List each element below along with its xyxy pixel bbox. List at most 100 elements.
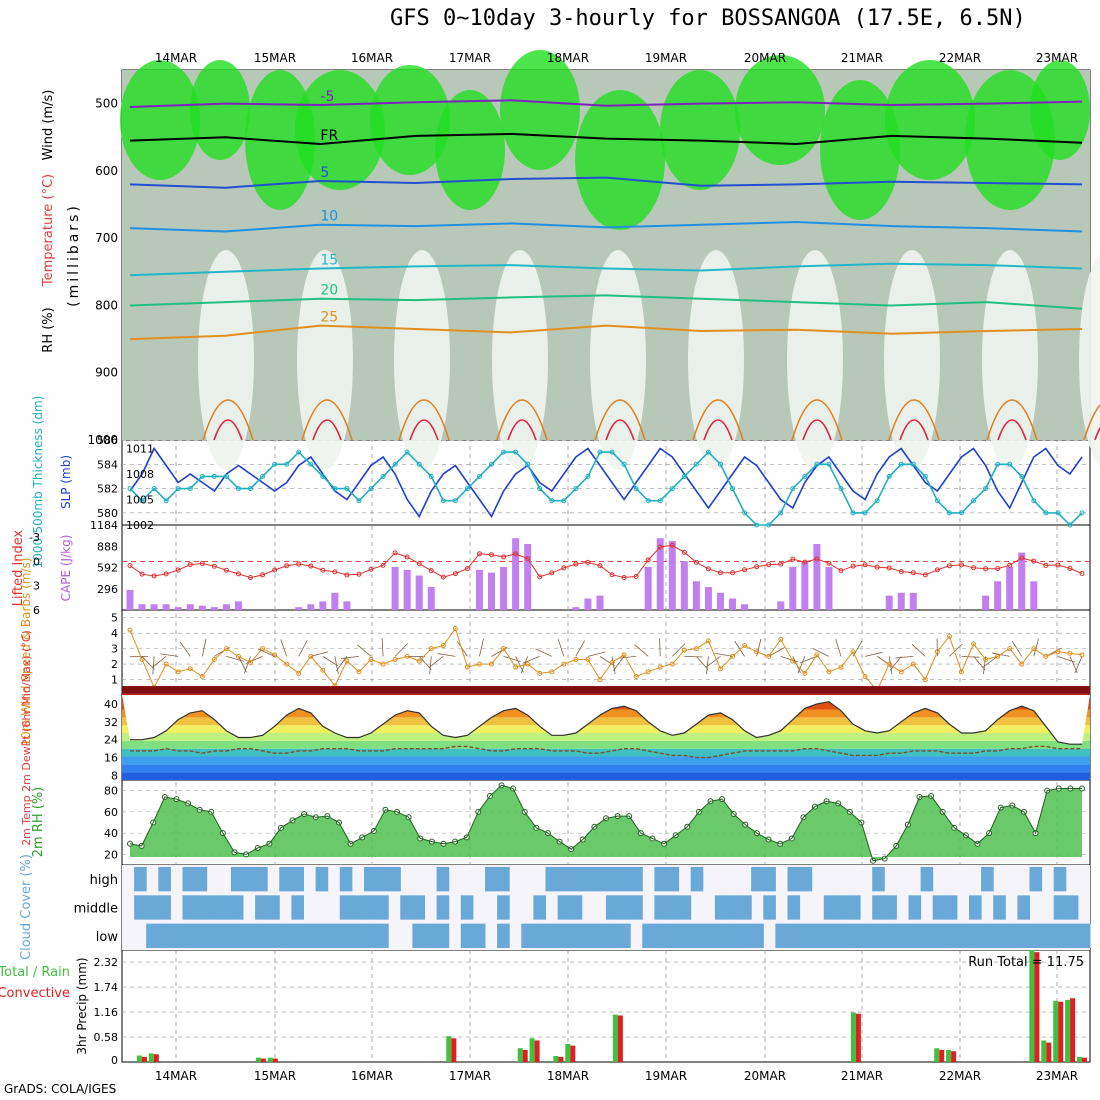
rh-moist-area bbox=[660, 70, 740, 190]
wind-barb bbox=[243, 656, 251, 674]
cloud-cell bbox=[630, 867, 643, 892]
rh-dry-column bbox=[688, 250, 744, 470]
thickness-tick-label: 580 bbox=[97, 507, 118, 520]
cloud-cell bbox=[279, 867, 292, 892]
cloud-cell bbox=[642, 923, 655, 948]
cloud-cell bbox=[436, 923, 450, 948]
precip-total-bar bbox=[446, 1036, 452, 1062]
wind-point bbox=[561, 661, 567, 667]
thickness-tick-label: 582 bbox=[97, 483, 118, 496]
cloud-cell bbox=[666, 867, 680, 892]
thickness-point bbox=[886, 473, 892, 479]
cloud-cell bbox=[581, 923, 595, 948]
cloud-cell bbox=[569, 895, 583, 920]
thickness-point bbox=[910, 461, 916, 467]
lifted-index-label: Lifted Index bbox=[11, 529, 26, 606]
cape-bar bbox=[295, 607, 303, 610]
lifted-index-point bbox=[404, 554, 410, 560]
wind-point bbox=[778, 636, 784, 642]
cloud-cell bbox=[1065, 895, 1079, 920]
hot-contour bbox=[312, 419, 342, 441]
cloud-cell bbox=[848, 895, 861, 920]
wind-point bbox=[633, 673, 639, 679]
cloud-cell bbox=[678, 895, 692, 920]
cloud-cell bbox=[339, 923, 353, 948]
cloud-cell bbox=[158, 895, 171, 920]
thickness-point bbox=[211, 473, 217, 479]
cape-bar bbox=[234, 601, 242, 610]
isotherm-label: -5 bbox=[320, 89, 334, 105]
warm-contour bbox=[496, 399, 548, 441]
precip-convective-bar bbox=[534, 1040, 540, 1062]
cloud-cell bbox=[666, 895, 680, 920]
wind-barb bbox=[864, 651, 883, 657]
wind-point bbox=[802, 670, 808, 676]
wind-tick-label: 1 bbox=[111, 674, 118, 687]
cloud-cell bbox=[848, 923, 861, 948]
cloud-cell bbox=[364, 867, 377, 892]
cloud-cell bbox=[218, 923, 232, 948]
cape-ylabel: CAPE (J/kg) bbox=[59, 535, 73, 602]
precip-tick-label: 1.16 bbox=[94, 1006, 119, 1019]
date-label-bottom: 20MAR bbox=[744, 1069, 786, 1083]
panel-frame-wind bbox=[121, 609, 1091, 696]
precip-convective-bar bbox=[451, 1038, 457, 1062]
hot-contour bbox=[997, 419, 1027, 441]
cape-bar bbox=[210, 607, 218, 610]
wind-barb bbox=[428, 656, 444, 668]
cloud-cell bbox=[376, 867, 389, 892]
precip-convective-bar bbox=[1070, 998, 1076, 1062]
cloud-cell bbox=[799, 923, 813, 948]
temp-band bbox=[122, 725, 1090, 734]
hot-contour bbox=[899, 419, 929, 441]
wind-barb bbox=[706, 656, 709, 675]
cloud-cell bbox=[763, 895, 776, 920]
lifted-index-point bbox=[380, 562, 386, 568]
cloud-label: Cloud Cover (%) bbox=[19, 854, 34, 960]
wind-point bbox=[754, 649, 760, 655]
cloud-cell bbox=[920, 923, 934, 948]
wind-point bbox=[284, 661, 290, 667]
lifted-index-point bbox=[597, 563, 603, 569]
precip-convective-bar bbox=[1034, 952, 1040, 1062]
rh-dry-column bbox=[787, 250, 843, 470]
cloud-cell bbox=[920, 867, 934, 892]
warm-contour bbox=[594, 399, 646, 441]
thickness-point bbox=[549, 498, 555, 504]
wind-point bbox=[898, 669, 904, 675]
wind-barb bbox=[612, 656, 625, 671]
wind-point bbox=[127, 627, 133, 633]
cape-bar bbox=[391, 566, 399, 610]
wind-barb bbox=[1074, 656, 1083, 674]
cape-bar bbox=[897, 592, 905, 610]
wind-point bbox=[814, 652, 820, 658]
temp-band bbox=[122, 740, 1090, 749]
thickness-point bbox=[802, 473, 808, 479]
date-label-bottom: 17MAR bbox=[449, 1069, 491, 1083]
cloud-cell bbox=[412, 895, 425, 920]
cape-bar bbox=[524, 543, 532, 610]
lifted-index-line bbox=[129, 544, 1083, 579]
temp-tick-label: 24 bbox=[104, 734, 118, 747]
thickness-point bbox=[332, 486, 338, 492]
isotherm-label: 15 bbox=[320, 252, 338, 268]
cloud-cell bbox=[230, 867, 244, 892]
thickness-point bbox=[730, 486, 736, 492]
cloud-cell bbox=[267, 895, 280, 920]
cloud-cell bbox=[557, 867, 571, 892]
precip-label: 3hr Precip (mm) bbox=[75, 957, 89, 1054]
wind-point bbox=[296, 670, 302, 676]
thickness-point bbox=[995, 461, 1001, 467]
wind-barb bbox=[797, 656, 806, 674]
cloud-cell bbox=[618, 867, 631, 892]
cloud-cell bbox=[751, 923, 764, 948]
cloud-cell bbox=[557, 895, 571, 920]
slp-tick-label: 1008 bbox=[126, 468, 154, 481]
slp-tick-label: 1011 bbox=[126, 443, 154, 456]
cape-bar bbox=[777, 601, 785, 610]
lifted-index-point bbox=[452, 571, 458, 577]
cloud-cell bbox=[218, 895, 232, 920]
upper-ylabel: RH (%) Temperature (°C) Wind (m/s) bbox=[41, 90, 56, 353]
wind-barb bbox=[557, 639, 565, 657]
rh-moist-area bbox=[575, 90, 665, 230]
